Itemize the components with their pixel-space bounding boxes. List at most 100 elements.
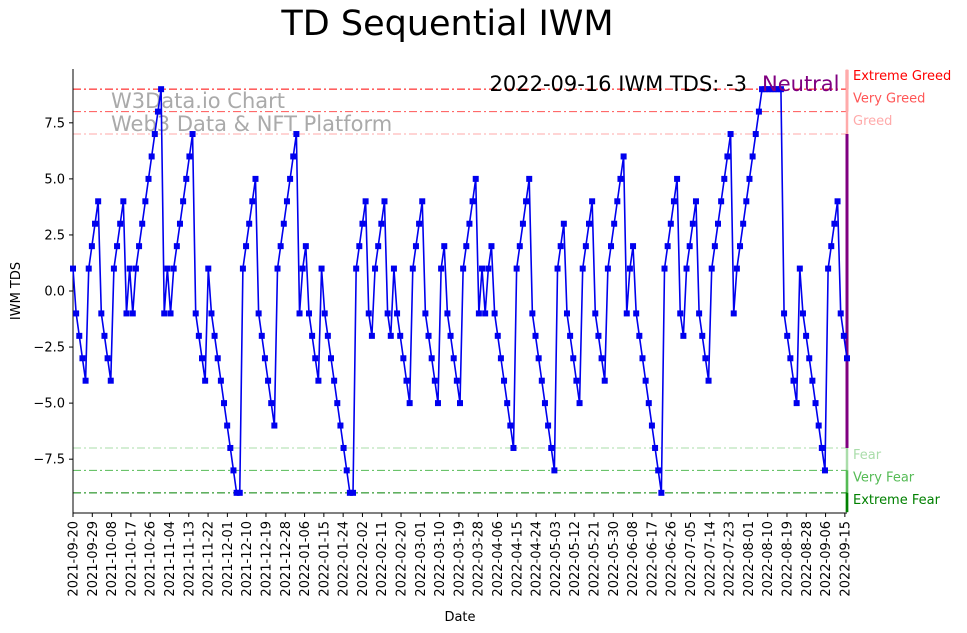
x-tick-label: 2022-08-28 — [800, 521, 815, 597]
data-point — [507, 422, 514, 429]
data-point — [469, 198, 476, 205]
y-tick-label: 0.0 — [44, 285, 65, 300]
data-point — [567, 332, 574, 339]
threshold-label-1: Very Greed — [853, 92, 925, 107]
data-point — [479, 265, 486, 272]
data-point — [633, 310, 640, 317]
data-point — [482, 310, 489, 317]
data-point — [82, 377, 89, 384]
data-point — [394, 310, 401, 317]
x-tick-label: 2021-10-26 — [144, 521, 159, 597]
data-point — [686, 243, 693, 250]
data-point — [120, 198, 127, 205]
data-point — [834, 198, 841, 205]
data-point — [652, 444, 659, 451]
threshold-label-3: Fear — [853, 448, 882, 463]
x-tick-label: 2022-09-06 — [819, 521, 834, 597]
data-point — [70, 265, 76, 272]
data-point — [538, 377, 545, 384]
annotation-text: 2022-09-16 IWM TDS: -3 — [490, 72, 748, 96]
y-tick-label: −2.5 — [33, 341, 65, 356]
data-point — [183, 175, 190, 182]
data-point — [343, 467, 350, 474]
data-point — [837, 310, 844, 317]
data-point — [390, 265, 397, 272]
x-tick-label: 2021-10-08 — [105, 521, 120, 597]
data-point — [148, 153, 155, 160]
data-point — [95, 198, 102, 205]
data-point — [397, 332, 404, 339]
y-tick-label: 5.0 — [44, 172, 65, 187]
data-point — [541, 400, 548, 407]
data-point — [277, 243, 284, 250]
data-point — [350, 489, 357, 496]
data-point — [189, 131, 196, 138]
data-point — [375, 243, 382, 250]
data-point — [211, 332, 218, 339]
data-point — [98, 310, 105, 317]
data-point — [381, 198, 388, 205]
data-point — [261, 355, 268, 362]
data-point — [532, 332, 539, 339]
x-tick-label: 2021-12-01 — [221, 521, 236, 597]
x-tick-label: 2022-01-24 — [337, 521, 352, 597]
data-point — [290, 153, 297, 160]
x-tick-label: 2022-01-06 — [298, 521, 313, 597]
data-point — [315, 377, 322, 384]
data-point — [425, 332, 432, 339]
data-point — [246, 220, 253, 227]
data-point — [796, 265, 803, 272]
data-point — [809, 377, 816, 384]
status-text: Neutral — [762, 72, 840, 96]
data-point — [243, 243, 250, 250]
data-point — [715, 220, 721, 227]
x-tick-label: 2022-02-11 — [375, 521, 390, 597]
x-tick-label: 2022-06-17 — [645, 521, 660, 597]
data-point — [664, 243, 671, 250]
data-point — [472, 175, 479, 182]
data-point — [164, 265, 171, 272]
data-point — [702, 355, 709, 362]
data-point — [88, 243, 95, 250]
x-tick-label: 2021-11-22 — [202, 521, 217, 597]
data-point — [305, 310, 312, 317]
data-point — [331, 377, 338, 384]
data-point — [208, 310, 215, 317]
x-tick-label: 2022-02-02 — [356, 521, 371, 597]
data-point — [85, 265, 92, 272]
x-tick-label: 2022-03-28 — [472, 521, 487, 597]
data-point — [799, 310, 806, 317]
x-tick-label: 2022-05-30 — [607, 521, 622, 597]
data-point — [359, 220, 366, 227]
data-point — [749, 153, 756, 160]
data-point — [497, 355, 504, 362]
data-point — [387, 332, 394, 339]
watermark-line-0: W3Data.io Chart — [111, 89, 285, 113]
x-tick-label: 2022-08-19 — [780, 521, 795, 597]
data-point — [438, 265, 445, 272]
data-point — [114, 243, 121, 250]
data-point — [400, 355, 407, 362]
data-point — [812, 400, 819, 407]
x-tick-label: 2022-08-10 — [761, 521, 776, 597]
data-point — [730, 310, 737, 317]
data-point — [126, 265, 133, 272]
data-point — [340, 444, 347, 451]
data-point — [233, 489, 240, 496]
data-point — [765, 86, 772, 93]
data-point — [604, 265, 611, 272]
data-point — [576, 400, 583, 407]
x-tick-label: 2021-12-10 — [240, 521, 255, 597]
data-point — [825, 265, 832, 272]
data-point — [642, 377, 649, 384]
data-point — [636, 332, 643, 339]
data-point — [79, 355, 86, 362]
x-tick-label: 2022-07-23 — [723, 521, 738, 597]
data-point — [258, 332, 265, 339]
data-point — [365, 310, 372, 317]
data-point — [519, 220, 526, 227]
data-point — [689, 220, 696, 227]
data-point — [746, 175, 753, 182]
data-point — [299, 265, 306, 272]
